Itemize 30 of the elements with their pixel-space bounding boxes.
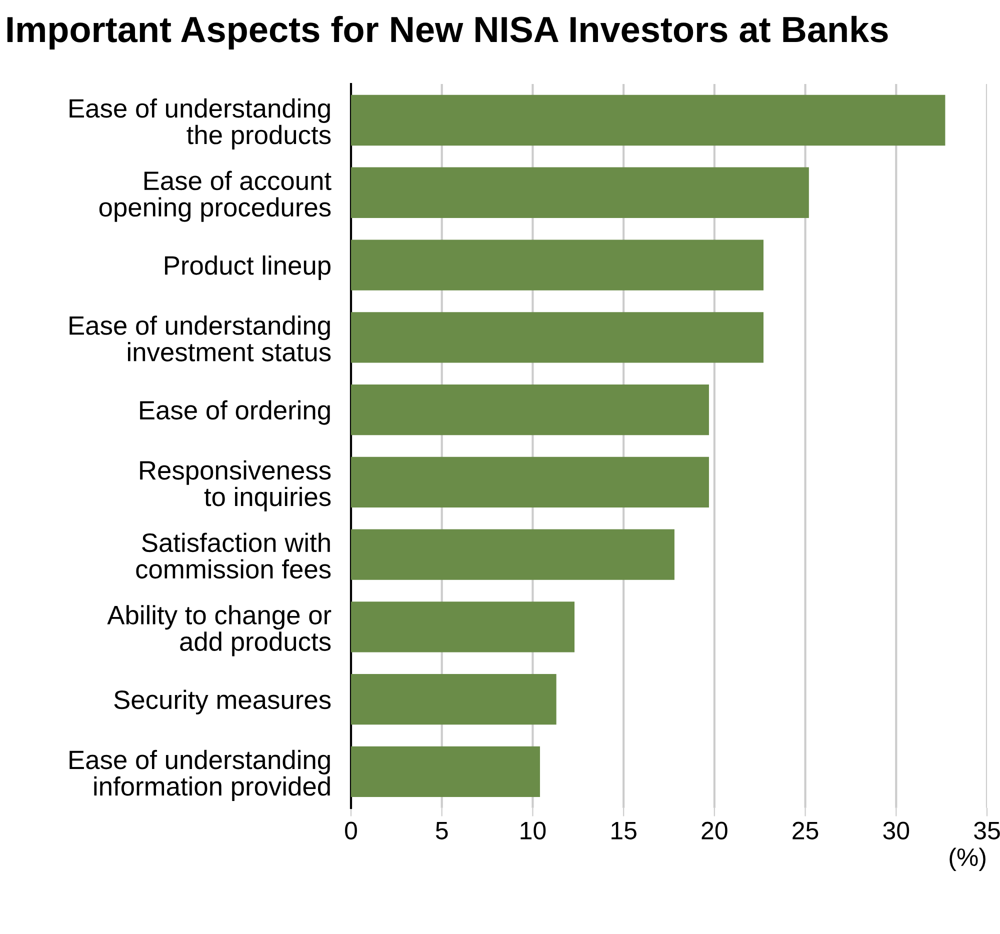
x-tick-label: 30 — [883, 822, 910, 840]
bar — [351, 746, 540, 798]
x-tick-label: 25 — [792, 822, 818, 840]
x-tick-label: 35 — [974, 822, 1000, 840]
bar — [351, 167, 809, 218]
x-axis-title: (%) — [950, 848, 986, 872]
x-tick-label: 20 — [702, 822, 728, 840]
x-tick-label: 15 — [612, 822, 636, 840]
bar — [351, 94, 946, 146]
y-tick-label: Ability to change or add products — [107, 605, 332, 656]
y-tick-label: Responsiveness to inquiries — [140, 460, 331, 512]
x-tick-label: 0 — [345, 822, 357, 840]
y-tick-label: Ease of understanding information provided — [70, 750, 330, 801]
y-tick-label: Ease of understanding the products — [70, 98, 331, 150]
bar — [351, 312, 764, 363]
y-tick-label: Product lineup — [165, 255, 330, 280]
y-tick-label: Satisfaction with commission fees — [136, 532, 331, 579]
bar — [351, 529, 674, 580]
bar — [351, 384, 709, 436]
x-tick-label: 5 — [436, 822, 448, 840]
bar — [351, 602, 575, 652]
y-tick-label: Ease of understanding investment status — [70, 316, 331, 362]
y-tick-label: Ease of ordering — [140, 400, 330, 425]
bar — [351, 240, 764, 290]
x-tick-label: 10 — [520, 822, 546, 840]
bar — [351, 456, 709, 508]
bar — [351, 674, 556, 725]
y-tick-label: Ease of account opening procedures — [99, 170, 332, 222]
chart-title: Important Aspects for New NISA Investors at Banks — [7, 16, 888, 50]
y-tick-label: Security measures — [114, 690, 331, 714]
